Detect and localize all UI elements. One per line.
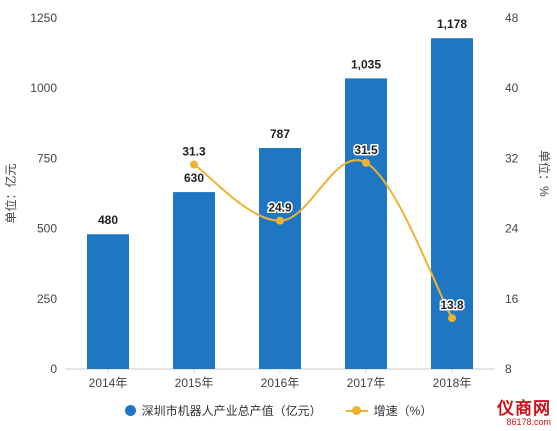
growth-value-label: 31.5 [354,143,378,157]
legend-bar-label: 深圳市机器人产业总产值（亿元） [141,404,322,418]
growth-point [448,314,456,323]
growth-value-label: 24.9 [268,201,292,215]
left-axis-title: 单位：亿元 [3,163,18,223]
right-tick-label: 16 [505,292,519,306]
bar-series: 480 630 787 1,035 1,178 [87,17,473,370]
bar-value-label: 787 [270,127,290,141]
legend-line-marker-icon [345,405,368,416]
chart: 0 250 500 750 1000 1250 8 16 24 32 40 48 480 630 787… [3,11,552,390]
right-tick-label: 32 [505,151,519,165]
bar-value-label: 630 [184,171,204,185]
bar [259,148,301,369]
bar [431,38,473,370]
legend-bar-marker-icon [124,405,136,416]
left-axis-ticks: 0 250 500 750 1000 1250 [30,11,57,376]
growth-line [193,159,453,319]
growth-point [362,158,370,167]
left-tick-label: 250 [37,292,57,306]
bar-value-label: 1,035 [351,57,381,71]
x-axis-ticks: 2014年 2015年 2016年 2017年 2018年 [89,369,472,390]
line-series: 31.3 24.9 31.5 13.8 [181,141,466,323]
left-tick-label: 1250 [30,11,57,25]
right-axis-ticks: 8 16 24 32 40 48 [505,11,519,376]
right-tick-label: 8 [505,362,512,376]
x-tick-label: 2018年 [433,376,472,390]
logo-sub-text: 86178.com [506,417,551,427]
right-tick-label: 24 [505,222,519,236]
logo-main-text: 仪商网 [497,399,551,418]
right-tick-label: 40 [505,81,519,95]
right-axis-title: 单位：% [537,150,552,197]
x-tick-label: 2015年 [175,376,214,390]
growth-value-label: 13.8 [440,298,464,312]
legend-item-line[interactable]: 增速（%） [345,402,433,419]
x-tick-label: 2016年 [261,376,300,390]
bar [345,78,387,369]
left-tick-label: 750 [37,151,57,165]
x-tick-label: 2017年 [347,376,386,390]
right-tick-label: 48 [505,11,519,25]
left-tick-label: 1000 [30,81,57,95]
x-tick-label: 2014年 [89,376,128,390]
bar [173,192,215,369]
legend-item-bar[interactable]: 深圳市机器人产业总产值（亿元） [124,402,322,419]
left-tick-label: 500 [37,222,57,236]
legend-line-label: 增速（%） [373,404,433,418]
bar-value-label: 480 [98,213,118,227]
bar [87,234,129,369]
bar-value-label: 1,178 [437,17,467,31]
growth-point [276,216,284,225]
growth-value-label: 31.3 [182,145,206,159]
logo: 仪商网 86178.com [497,394,551,427]
legend: 深圳市机器人产业总产值（亿元） 增速（%） [0,402,557,419]
left-tick-label: 0 [50,362,57,376]
growth-point [190,160,198,169]
